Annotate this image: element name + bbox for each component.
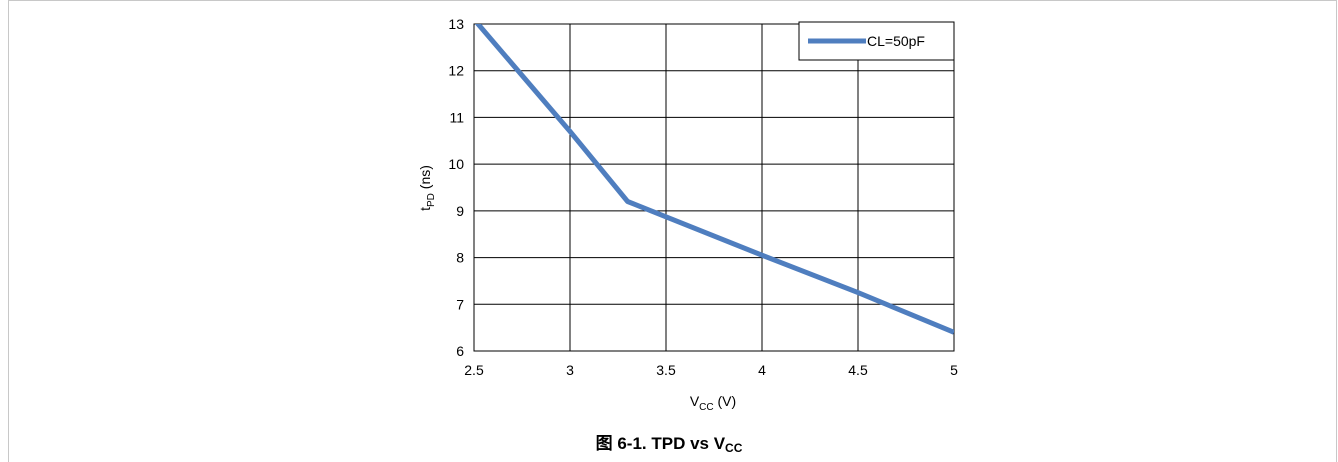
y-axis-label: tPD (ns) [417, 165, 437, 211]
series-layer [474, 24, 954, 335]
tpd-vs-vcc-chart: 6 7 8 9 10 11 12 13 2.5 3 3.5 4 4.5 5 CL=50pF VCC (V… [417, 16, 958, 413]
figure-frame [8, 0, 1337, 462]
y-tick-label: 9 [456, 203, 464, 219]
x-axis-ticks: 2.5 3 3.5 4 4.5 5 [464, 362, 958, 378]
y-axis-label-main: t [417, 207, 433, 211]
y-tick-label: 11 [449, 109, 464, 125]
x-tick-label: 3.5 [656, 362, 676, 378]
plot-area [473, 23, 955, 352]
x-axis-label-tail: (V) [714, 393, 737, 409]
y-tick-label: 10 [448, 156, 464, 172]
y-tick-label: 13 [448, 16, 464, 32]
y-axis-ticks: 6 7 8 9 10 11 12 13 [448, 16, 464, 359]
x-tick-label: 4 [758, 362, 766, 378]
legend: CL=50pF [798, 21, 955, 61]
figure-caption: 图 6-1. TPD vs VCC [0, 429, 1338, 455]
y-tick-label: 7 [456, 296, 464, 312]
legend-label: CL=50pF [867, 33, 925, 49]
series-line-0 [474, 24, 954, 335]
caption-prefix: 图 6-1. TPD vs V [595, 434, 726, 453]
x-tick-label: 5 [950, 362, 958, 378]
y-tick-label: 12 [448, 63, 464, 79]
x-tick-label: 2.5 [464, 362, 484, 378]
x-tick-label: 3 [566, 362, 574, 378]
y-tick-label: 8 [456, 250, 464, 266]
y-axis-label-sub: PD [426, 193, 437, 207]
x-axis-label-main: V [690, 393, 700, 409]
y-axis-label-tail: (ns) [417, 165, 433, 193]
grid [473, 23, 955, 352]
x-axis-label-sub: CC [699, 402, 713, 413]
x-tick-label: 4.5 [848, 362, 868, 378]
x-axis-label: VCC (V) [690, 393, 736, 413]
y-tick-label: 6 [456, 343, 464, 359]
caption-sub: CC [725, 441, 743, 455]
